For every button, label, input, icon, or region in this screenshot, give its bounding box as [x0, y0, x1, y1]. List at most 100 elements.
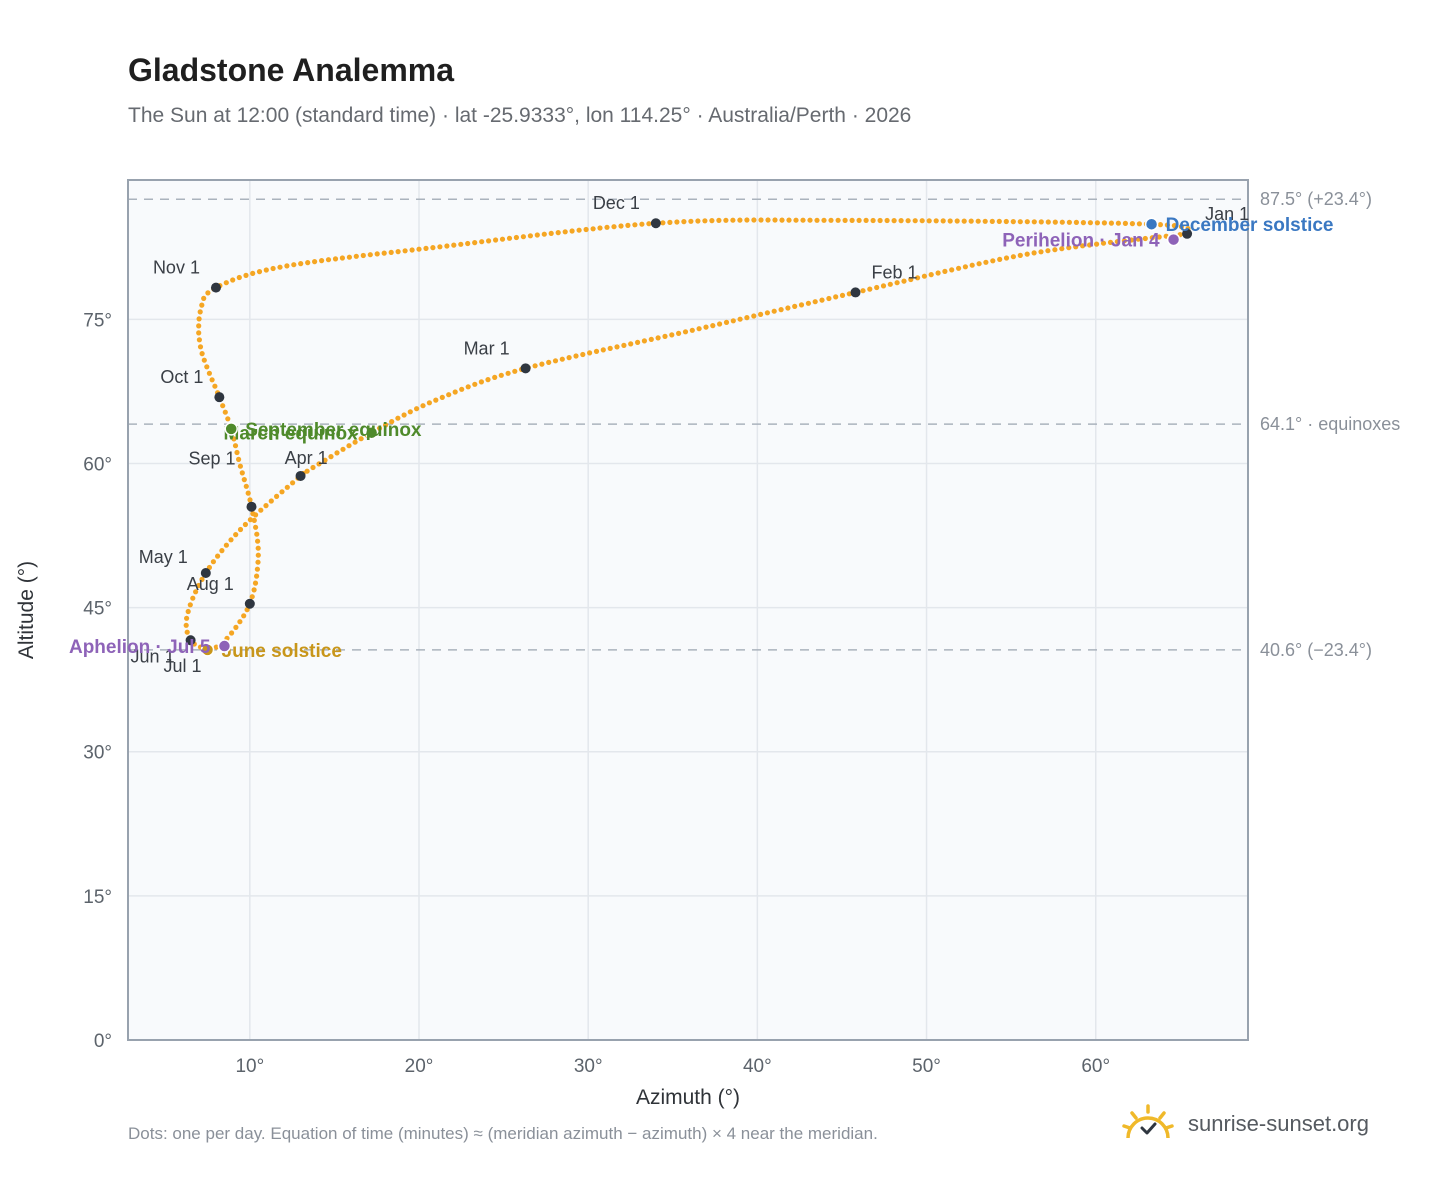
month-label: Aug 1 — [187, 574, 234, 594]
daily-sun-dot — [635, 339, 641, 345]
daily-sun-dot — [933, 218, 939, 224]
daily-sun-dot — [236, 274, 242, 281]
daily-sun-dot — [1003, 218, 1009, 225]
daily-sun-dot — [210, 559, 216, 565]
daily-sun-dot — [499, 236, 506, 242]
daily-sun-dot — [230, 277, 236, 283]
brand-text: sunrise-sunset.org — [1188, 1111, 1369, 1136]
daily-sun-dot — [237, 619, 243, 625]
daily-sun-dot — [1059, 246, 1065, 252]
sun-check-icon — [1122, 1104, 1174, 1139]
daily-sun-dot — [322, 457, 328, 463]
daily-sun-dot — [223, 542, 229, 548]
daily-sun-dot — [1080, 243, 1086, 249]
daily-sun-dot — [884, 217, 890, 224]
daily-sun-dot — [243, 483, 249, 489]
daily-sun-dot — [751, 217, 757, 223]
daily-sun-dot — [414, 406, 420, 412]
daily-sun-dot — [255, 545, 261, 551]
daily-sun-dot — [833, 294, 839, 300]
month-marker — [295, 470, 306, 481]
daily-sun-dot — [921, 273, 928, 279]
daily-sun-dot — [233, 624, 239, 631]
daily-sun-dot — [374, 251, 380, 257]
daily-sun-dot — [812, 299, 818, 305]
brand-logo[interactable]: sunrise-sunset.org — [1122, 1102, 1369, 1146]
daily-sun-dot — [270, 265, 276, 272]
daily-sun-dot — [277, 264, 283, 270]
daily-sun-dot — [919, 218, 925, 224]
event-marker — [224, 422, 238, 436]
daily-sun-dot — [947, 218, 953, 224]
daily-sun-dot — [860, 288, 866, 294]
reference-line-label: 64.1° · equinoxes — [1260, 414, 1400, 434]
daily-sun-dot — [1059, 219, 1065, 225]
daily-sun-dot — [196, 330, 202, 336]
daily-sun-dot — [402, 248, 408, 254]
daily-sun-dot — [395, 415, 401, 421]
daily-sun-dot — [709, 218, 715, 224]
daily-sun-dot — [1115, 220, 1121, 226]
daily-sun-dot — [215, 553, 221, 559]
daily-sun-dot — [880, 283, 887, 289]
daily-sun-dot — [520, 234, 527, 240]
daily-sun-dot — [1017, 219, 1023, 225]
daily-sun-dot — [1094, 241, 1100, 247]
plot-area — [128, 180, 1248, 1040]
daily-sun-dot — [225, 416, 231, 422]
daily-sun-dot — [559, 356, 565, 362]
daily-sun-dot — [744, 315, 750, 321]
x-axis-label: Azimuth (°) — [636, 1086, 740, 1109]
daily-sun-dot — [241, 477, 247, 483]
daily-sun-dot — [437, 244, 443, 250]
daily-sun-dot — [968, 218, 974, 224]
daily-sun-dot — [446, 392, 452, 398]
daily-sun-dot — [835, 217, 841, 223]
daily-sun-dot — [548, 230, 554, 236]
daily-sun-dot — [279, 489, 285, 495]
event-marker — [200, 643, 215, 657]
daily-sun-dot — [254, 531, 260, 537]
daily-sun-dot — [600, 347, 606, 353]
daily-sun-dot — [997, 256, 1003, 262]
daily-sun-dot — [478, 379, 484, 385]
daily-sun-dot — [196, 582, 202, 589]
month-marker — [214, 392, 225, 403]
daily-sun-dot — [607, 345, 613, 351]
daily-sun-dot — [185, 608, 191, 615]
daily-sun-dot — [245, 490, 251, 496]
daily-sun-dot — [898, 218, 904, 224]
daily-sun-dot — [703, 324, 709, 330]
daily-sun-dot — [646, 221, 652, 227]
daily-sun-dot — [1024, 219, 1030, 225]
daily-sun-dot — [593, 348, 600, 354]
event-label: March equinox — [224, 424, 359, 445]
daily-sun-dot — [251, 587, 257, 593]
daily-sun-dot — [1017, 252, 1023, 258]
daily-sun-dot — [982, 218, 988, 224]
daily-sun-dot — [310, 464, 316, 471]
daily-sun-dot — [492, 374, 498, 380]
daily-sun-dot — [639, 221, 645, 227]
daily-sun-dot — [856, 217, 862, 223]
daily-sun-dot — [676, 330, 682, 336]
month-marker — [210, 282, 221, 293]
month-label: Jan 1 — [1205, 204, 1249, 224]
daily-sun-dot — [187, 602, 193, 608]
daily-sun-dot — [587, 350, 593, 356]
daily-sun-dot — [1031, 219, 1037, 225]
daily-sun-dot — [433, 397, 439, 403]
y-axis-label: Altitude (°) — [15, 561, 38, 659]
event-marker — [1166, 232, 1181, 247]
daily-sun-dot — [778, 307, 784, 313]
daily-sun-dot — [190, 595, 196, 601]
daily-sun-dot — [1121, 238, 1127, 244]
daily-sun-dot — [401, 412, 407, 418]
daily-sun-dot — [1136, 221, 1142, 227]
daily-sun-dot — [990, 258, 996, 264]
daily-sun-dot — [1066, 219, 1072, 225]
daily-sun-dot — [915, 275, 921, 281]
daily-sun-dot — [689, 327, 695, 333]
daily-sun-dot — [1171, 223, 1177, 229]
daily-sun-dot — [376, 425, 383, 431]
